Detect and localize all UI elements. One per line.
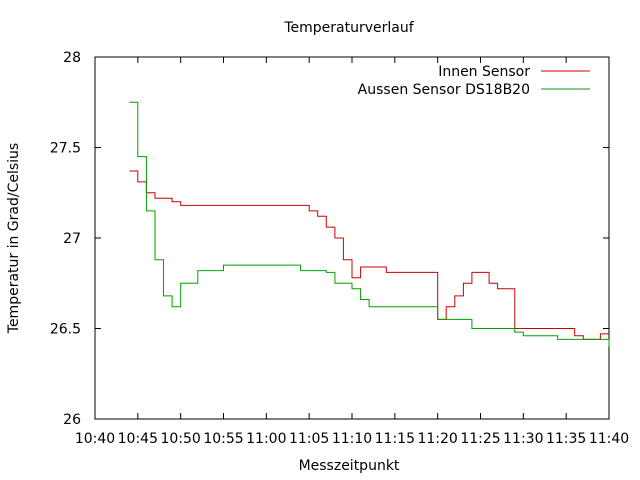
x-tick-label: 10:45 (118, 431, 158, 447)
plot-frame (94, 56, 610, 420)
y-tick-label: 27 (63, 231, 81, 247)
y-tick-label: 26.5 (50, 322, 81, 338)
x-tick-label: 10:50 (160, 431, 200, 447)
y-tick-label: 26 (63, 412, 81, 428)
y-tick-label: 27.5 (50, 141, 81, 157)
x-tick-label: 11:35 (546, 431, 586, 447)
x-tick-label: 11:40 (589, 431, 629, 447)
y-tick-label: 28 (63, 50, 81, 66)
axis-ticks: 10:40 10:45 10:50 10:55 11:00 11:05 11:10 11:15… (50, 50, 629, 447)
series-line-1 (129, 170, 609, 340)
series-layer (129, 101, 610, 347)
legend: Innen Sensor Aussen Sensor DS18B20 (358, 64, 590, 98)
x-tick-label: 11:15 (375, 431, 415, 447)
x-tick-label: 11:30 (503, 431, 543, 447)
legend-label-1: Innen Sensor (438, 64, 530, 80)
chart-title: Temperaturverlauf (283, 20, 414, 36)
x-tick-label: 10:55 (203, 431, 243, 447)
x-tick-label: 11:00 (246, 431, 286, 447)
x-tick-label: 11:25 (460, 431, 500, 447)
series-line-2 (129, 101, 610, 347)
y-axis-label: Temperatur in Grad/Celsius (6, 143, 22, 334)
x-axis-label: Messzeitpunkt (299, 458, 400, 474)
x-tick-label: 10:40 (75, 431, 115, 447)
x-tick-label: 11:10 (332, 431, 372, 447)
x-tick-label: 11:05 (289, 431, 329, 447)
x-tick-label: 11:20 (417, 431, 457, 447)
legend-label-2: Aussen Sensor DS18B20 (358, 82, 530, 98)
